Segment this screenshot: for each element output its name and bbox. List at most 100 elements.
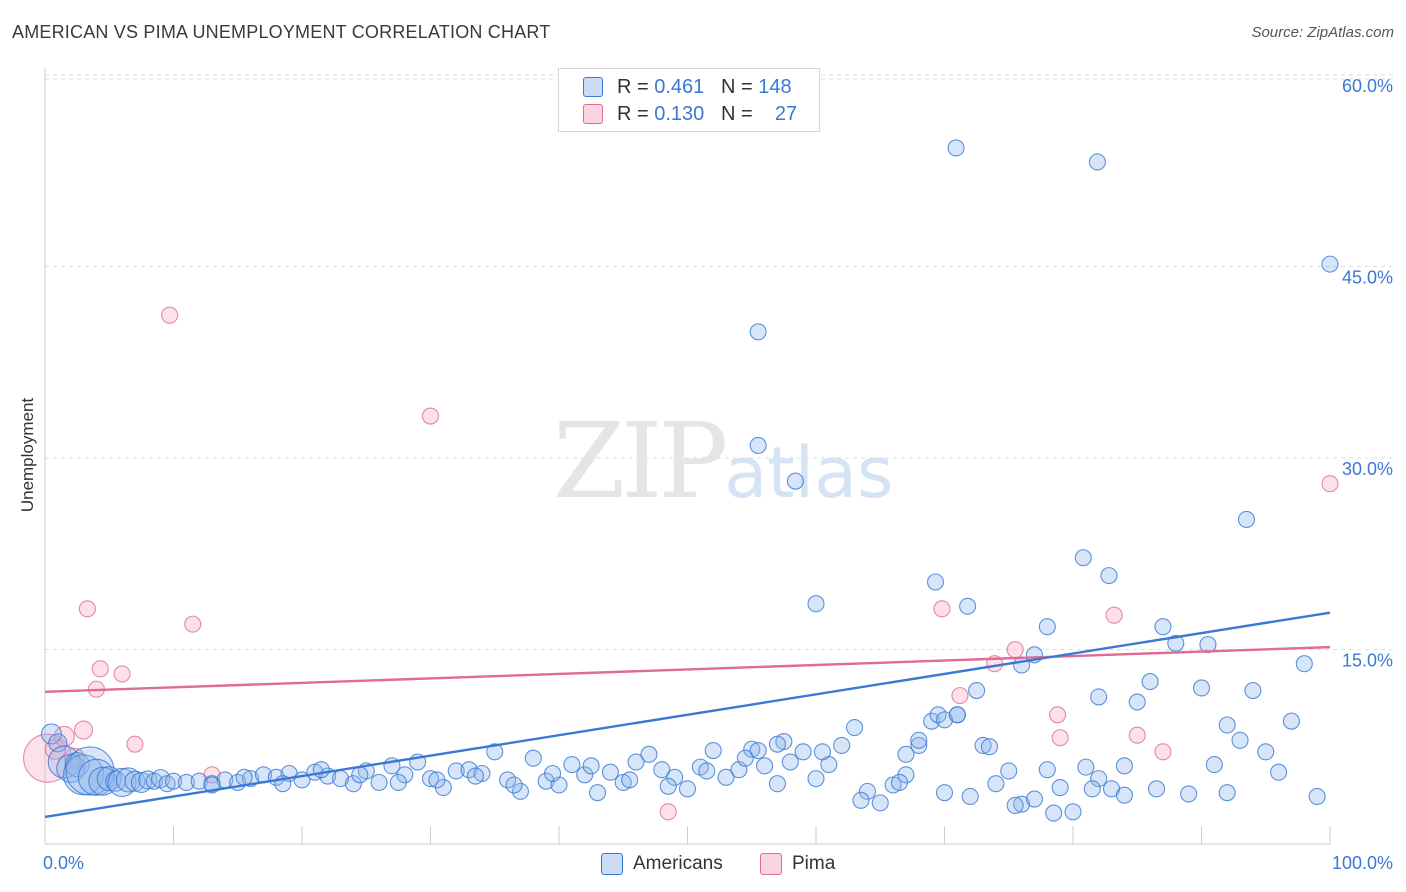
american-point [1013, 656, 1031, 674]
americans-trend-line [44, 611, 1331, 819]
pima-point [1006, 641, 1024, 659]
american-point [1205, 756, 1223, 774]
american-point [923, 712, 941, 730]
american-point [370, 773, 388, 791]
american-point [678, 780, 697, 798]
american-point [666, 768, 684, 786]
american-point [987, 775, 1005, 793]
chart-title: AMERICAN VS PIMA UNEMPLOYMENT CORRELATIO… [12, 22, 551, 42]
american-point [1083, 780, 1101, 798]
bottom-legend-americans[interactable]: Americans [601, 851, 723, 877]
pima-point [421, 407, 440, 425]
american-point [115, 767, 142, 793]
american-point [768, 775, 787, 793]
american-point [743, 740, 761, 758]
pima-point [659, 803, 677, 821]
american-point [1218, 716, 1236, 734]
american-point [749, 741, 767, 760]
american-point [980, 738, 999, 756]
watermark: ZIPatlas [553, 400, 893, 522]
american-point [621, 771, 639, 789]
pima-point [951, 687, 969, 705]
american-point [1013, 795, 1031, 813]
pima-point [1105, 606, 1123, 624]
y-tick-label: 60.0% [1342, 76, 1393, 96]
legend-n-value-americans: 148 [758, 75, 792, 98]
american-point [48, 733, 68, 753]
american-point [653, 761, 671, 779]
american-point [601, 763, 619, 781]
american-point [576, 766, 594, 784]
american-point [145, 772, 163, 790]
pima-point [184, 615, 202, 633]
american-point [1090, 688, 1108, 706]
american-point [807, 595, 825, 613]
american-point [1090, 770, 1108, 788]
american-point [947, 139, 965, 157]
x-tick-label: 100.0% [1332, 853, 1393, 873]
american-point [959, 597, 977, 615]
american-point [1100, 567, 1118, 585]
american-point [164, 772, 183, 790]
pima-point [113, 665, 131, 683]
legend-n-value-pima: 27 [774, 102, 798, 125]
american-point [890, 773, 909, 791]
american-point [1088, 153, 1106, 171]
american-point [96, 766, 122, 792]
american-point [511, 782, 530, 800]
american-point [1025, 790, 1043, 808]
american-point [466, 767, 485, 785]
american-point [926, 573, 945, 591]
american-point [749, 323, 767, 341]
american-point [910, 731, 928, 749]
american-point [935, 711, 954, 729]
american-point [1237, 510, 1256, 529]
american-point [948, 706, 966, 724]
american-point [807, 770, 825, 788]
american-point [845, 718, 864, 737]
american-point [640, 745, 658, 763]
american-point [582, 757, 600, 775]
pima-point [78, 600, 96, 618]
american-point [1192, 679, 1211, 697]
legend-swatch-americans [583, 77, 603, 97]
american-point [1141, 673, 1159, 691]
american-point [563, 756, 581, 774]
pima-point [1051, 729, 1069, 747]
american-point [177, 773, 195, 791]
american-point [1154, 618, 1172, 636]
american-point [389, 773, 407, 791]
legend-r-label: R = [617, 75, 649, 98]
american-point [1115, 786, 1133, 804]
american-point [1257, 743, 1275, 761]
pima-point [1128, 726, 1146, 744]
american-point [833, 736, 851, 754]
american-point [781, 753, 799, 771]
legend-n-label: N = [720, 102, 753, 125]
american-point [852, 791, 870, 809]
bottom-legend-pima[interactable]: Pima [760, 851, 835, 877]
american-point [717, 768, 735, 786]
american-point [1115, 757, 1133, 775]
watermark-zip: ZIP [553, 400, 728, 522]
pima-point [1154, 743, 1172, 761]
american-point [1051, 778, 1069, 797]
american-point [627, 753, 645, 771]
bottom-legend-swatch-pima [760, 853, 782, 875]
american-point [794, 743, 812, 761]
american-point [1038, 761, 1056, 779]
x-tick-label: 0.0% [43, 853, 84, 873]
american-point [1180, 785, 1198, 803]
pima-point [91, 660, 109, 678]
legend-n-label: N = [720, 75, 753, 98]
american-point [813, 743, 831, 761]
pima-point [161, 306, 179, 324]
pima-point [933, 600, 951, 618]
legend-r-label: R = [617, 102, 649, 125]
american-point [63, 754, 105, 796]
bottom-legend-swatch-americans [601, 853, 623, 875]
american-point [1000, 762, 1018, 780]
american-point [190, 772, 208, 790]
american-point [544, 764, 562, 783]
american-point [1074, 549, 1092, 567]
